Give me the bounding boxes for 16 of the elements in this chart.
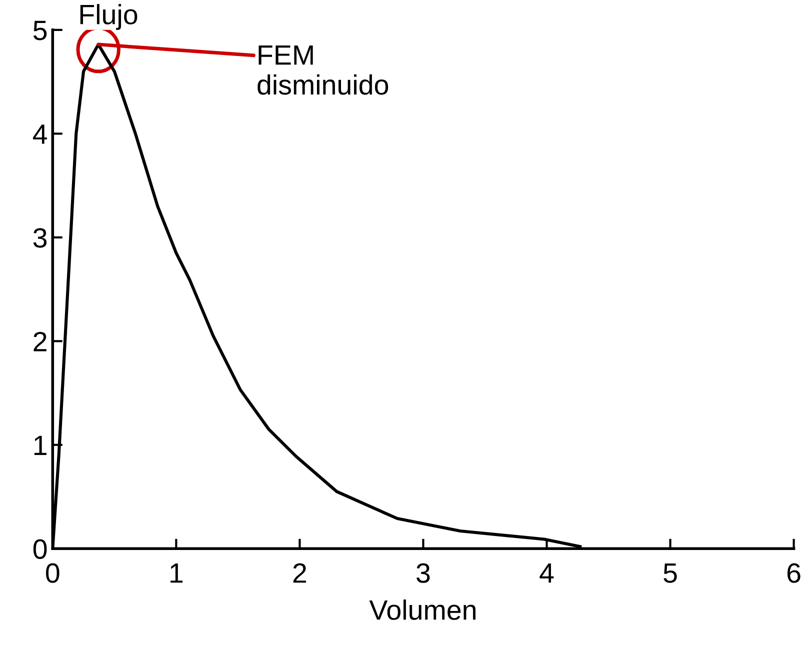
y-tick-label: 2 [34, 332, 46, 352]
y-tick-label: 0 [33, 539, 47, 559]
x-tick-label: 0 [46, 563, 60, 583]
y-axis-title: Flujo [80, 4, 138, 30]
x-tick-label: 5 [664, 564, 677, 583]
y-tick-label: 3 [33, 228, 47, 248]
x-tick-label: 3 [416, 563, 430, 583]
x-tick-label: 2 [293, 563, 306, 583]
annotation: FEM disminuido [258, 45, 388, 95]
y-tick-label: 5 [33, 20, 47, 40]
y-tick-label: 4 [32, 124, 47, 144]
x-axis-title: Volumen [369, 600, 476, 620]
y-tick-label: 1 [34, 436, 46, 455]
x-tick-label: 6 [787, 563, 800, 583]
x-tick-label: 4 [540, 564, 554, 583]
x-tick-label: 1 [170, 564, 183, 583]
